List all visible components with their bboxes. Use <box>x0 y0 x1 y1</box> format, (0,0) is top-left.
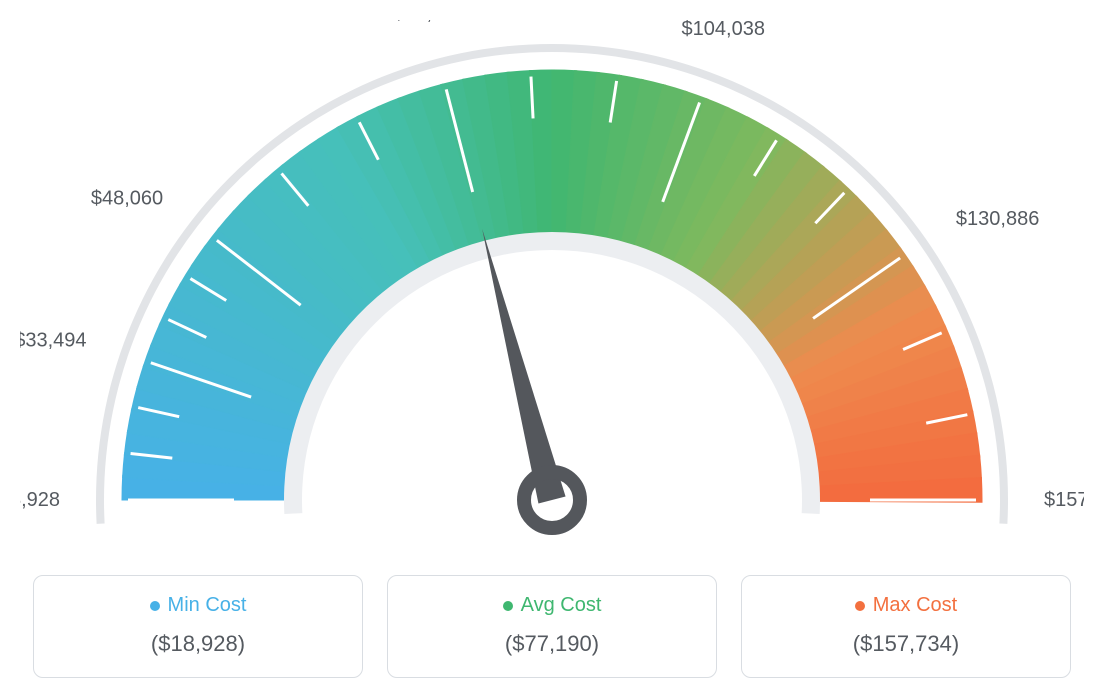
legend-card-avg: Avg Cost ($77,190) <box>387 575 717 678</box>
tick-label: $33,494 <box>20 330 86 352</box>
legend-title-text: Avg Cost <box>521 594 602 617</box>
legend-title-max: Max Cost <box>855 594 957 617</box>
tick-label: $130,886 <box>956 208 1039 230</box>
legend-title-text: Min Cost <box>168 594 247 617</box>
legend-title-min: Min Cost <box>150 594 247 617</box>
dot-icon-avg <box>503 601 513 611</box>
tick-label: $48,060 <box>91 188 163 210</box>
tick-label: $77,190 <box>393 20 465 25</box>
legend-card-min: Min Cost ($18,928) <box>33 575 363 678</box>
cost-gauge-chart: $18,928 $33,494 $48,060 $77,190 $104,038 $130… <box>20 20 1084 678</box>
legend-row: Min Cost ($18,928) Avg Cost ($77,190) Ma… <box>20 575 1084 678</box>
legend-title-avg: Avg Cost <box>503 594 602 617</box>
minor-tick <box>531 77 533 119</box>
tick-label: $18,928 <box>20 489 60 511</box>
legend-value-max: ($157,734) <box>752 631 1060 657</box>
legend-title-text: Max Cost <box>873 594 957 617</box>
dot-icon-max <box>855 601 865 611</box>
gauge-svg: $18,928 $33,494 $48,060 $77,190 $104,038 $130… <box>20 20 1084 540</box>
legend-value-min: ($18,928) <box>44 631 352 657</box>
tick-label: $157,734 <box>1044 489 1084 511</box>
dot-icon-min <box>150 601 160 611</box>
gauge-needle <box>482 229 565 504</box>
legend-value-avg: ($77,190) <box>398 631 706 657</box>
tick-label: $104,038 <box>682 20 765 40</box>
legend-card-max: Max Cost ($157,734) <box>741 575 1071 678</box>
